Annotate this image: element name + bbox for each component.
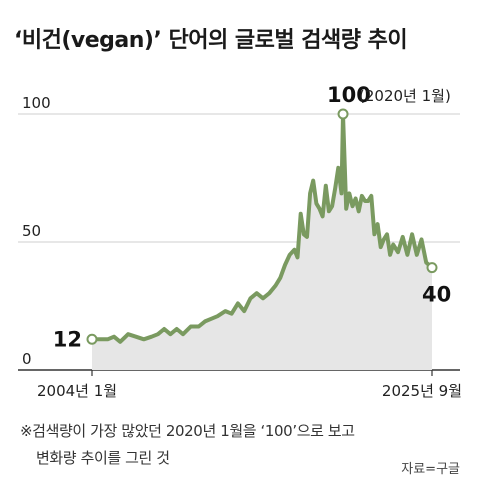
series-line — [90, 112, 434, 344]
point-marker-start — [86, 333, 98, 345]
point-marker-peak — [337, 108, 349, 120]
peak-date-label: (2020년 1월) — [359, 87, 451, 105]
point-marker-end — [426, 262, 438, 274]
chart-title: ‘비건(vegan)’ 단어의 글로벌 검색량 추이 — [14, 28, 408, 53]
footnote: ※검색량이 가장 많았던 2020년 1월을 ‘100’으로 보고 변화량 추이… — [20, 418, 380, 472]
start-value-label: 12 — [53, 327, 82, 351]
x-tick-label-end: 2025년 9월 — [382, 382, 462, 400]
area-fill — [92, 114, 432, 370]
footnote-line-2: 변화량 추이를 그린 것 — [36, 449, 170, 467]
y-tick-label: 100 — [22, 94, 51, 112]
marker-layer — [86, 108, 438, 345]
end-value-label: 40 — [422, 283, 451, 307]
source-credit: 자료=구글 — [401, 462, 460, 477]
footnote-line-1: ※검색량이 가장 많았던 2020년 1월을 ‘100’으로 보고 — [20, 422, 355, 440]
peak-value-label: 100 — [327, 83, 371, 107]
y-tick-label: 50 — [22, 222, 41, 240]
x-tick-label-start: 2004년 1월 — [37, 382, 117, 400]
y-tick-label: 0 — [22, 350, 32, 368]
